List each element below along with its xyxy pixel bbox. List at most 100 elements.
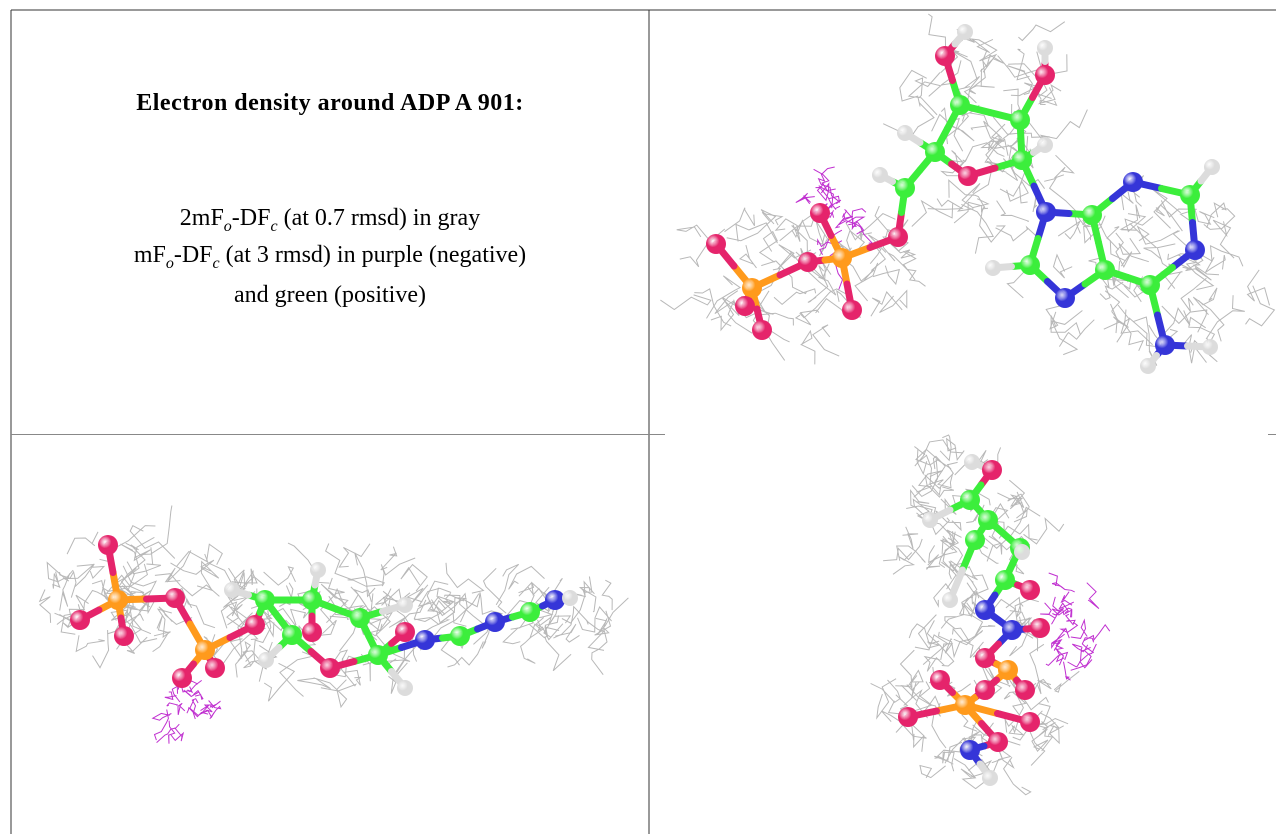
density-mesh [912, 201, 953, 227]
atom [995, 570, 1015, 590]
density-mesh [449, 595, 480, 607]
atom [985, 260, 1001, 276]
density-mesh [813, 325, 839, 356]
atom [350, 608, 370, 628]
density-mesh [912, 724, 924, 747]
atom [960, 490, 980, 510]
atom [1180, 185, 1200, 205]
legend-line: mFo-DFc (at 3 rmsd) in purple (negative) [11, 242, 649, 273]
density-mesh [760, 232, 778, 263]
density-mesh [677, 225, 708, 238]
density-mesh [932, 711, 946, 748]
density-mesh [355, 590, 372, 611]
legend-text: -DF [174, 242, 213, 268]
density-mesh [1054, 255, 1073, 278]
density-mesh [725, 208, 755, 232]
atom [975, 648, 995, 668]
atom [842, 300, 862, 320]
density-mesh [1033, 679, 1051, 692]
density-mesh [1055, 155, 1074, 178]
density-mesh [376, 589, 398, 605]
density-mesh [171, 728, 183, 741]
density-mesh [966, 512, 979, 523]
atom [397, 680, 413, 696]
atom [485, 612, 505, 632]
density-mesh [93, 630, 109, 668]
atom [930, 670, 950, 690]
atom [368, 645, 388, 665]
atom [1123, 172, 1143, 192]
atom [310, 562, 326, 578]
density-mesh [940, 435, 951, 460]
atom [898, 707, 918, 727]
density-mesh [1195, 209, 1215, 224]
density-mesh [893, 553, 914, 575]
density-mesh [933, 456, 945, 482]
atom [1030, 618, 1050, 638]
atom [1140, 275, 1160, 295]
atom [988, 732, 1008, 752]
density-mesh [314, 678, 347, 707]
atom [1020, 580, 1040, 600]
legend-text: (at 3 rmsd) in purple (negative) [220, 242, 527, 268]
density-mesh [496, 564, 519, 605]
legend-text: mF [134, 242, 166, 268]
atom [832, 248, 852, 268]
atom [982, 460, 1002, 480]
atom [70, 610, 90, 630]
density-mesh [76, 635, 105, 651]
density-mesh [1072, 644, 1084, 652]
atom [965, 530, 985, 550]
atom [224, 582, 240, 598]
density-mesh [1064, 662, 1071, 681]
density-mesh [1181, 278, 1206, 311]
density-mesh [40, 590, 51, 623]
density-mesh [177, 544, 223, 566]
density-mesh [1125, 310, 1144, 351]
legend-text: -DF [232, 205, 271, 231]
atom [1140, 358, 1156, 374]
density-mesh [401, 565, 427, 592]
atom [975, 600, 995, 620]
atom [706, 234, 726, 254]
atom [810, 203, 830, 223]
subscript: o [224, 218, 232, 235]
atom [1035, 65, 1055, 85]
atom [302, 622, 322, 642]
legend-line: 2mFo-DFc (at 0.7 rmsd) in gray [11, 205, 649, 236]
atom [935, 46, 955, 66]
atom [958, 166, 978, 186]
atom [545, 590, 565, 610]
density-mesh [871, 680, 901, 702]
density-mesh [167, 703, 178, 706]
density-mesh [352, 577, 385, 586]
atom [450, 626, 470, 646]
density-mesh [920, 766, 946, 778]
density-mesh [987, 536, 1002, 561]
atom [922, 512, 938, 528]
density-mesh [1087, 583, 1099, 609]
molecule-panels [40, 14, 1275, 795]
density-mesh [1138, 227, 1179, 245]
atom [1037, 40, 1053, 56]
density-mesh [888, 251, 916, 270]
page: Electron density around ADP A 901: 2mFo-… [0, 0, 1276, 834]
density-mesh [897, 546, 926, 563]
atom [975, 680, 995, 700]
atom [195, 640, 215, 660]
atom [735, 296, 755, 316]
density-mesh [130, 526, 175, 559]
density-mesh [280, 652, 313, 697]
atom [1082, 205, 1102, 225]
density-mesh [549, 610, 571, 625]
atom [1010, 110, 1030, 130]
atom [172, 668, 192, 688]
density-mesh [1051, 316, 1080, 335]
atom [925, 142, 945, 162]
subscript: c [213, 255, 220, 272]
atom [98, 535, 118, 555]
density-mesh [169, 721, 175, 744]
atom [302, 590, 322, 610]
atom [415, 630, 435, 650]
density-mesh [1213, 220, 1234, 258]
